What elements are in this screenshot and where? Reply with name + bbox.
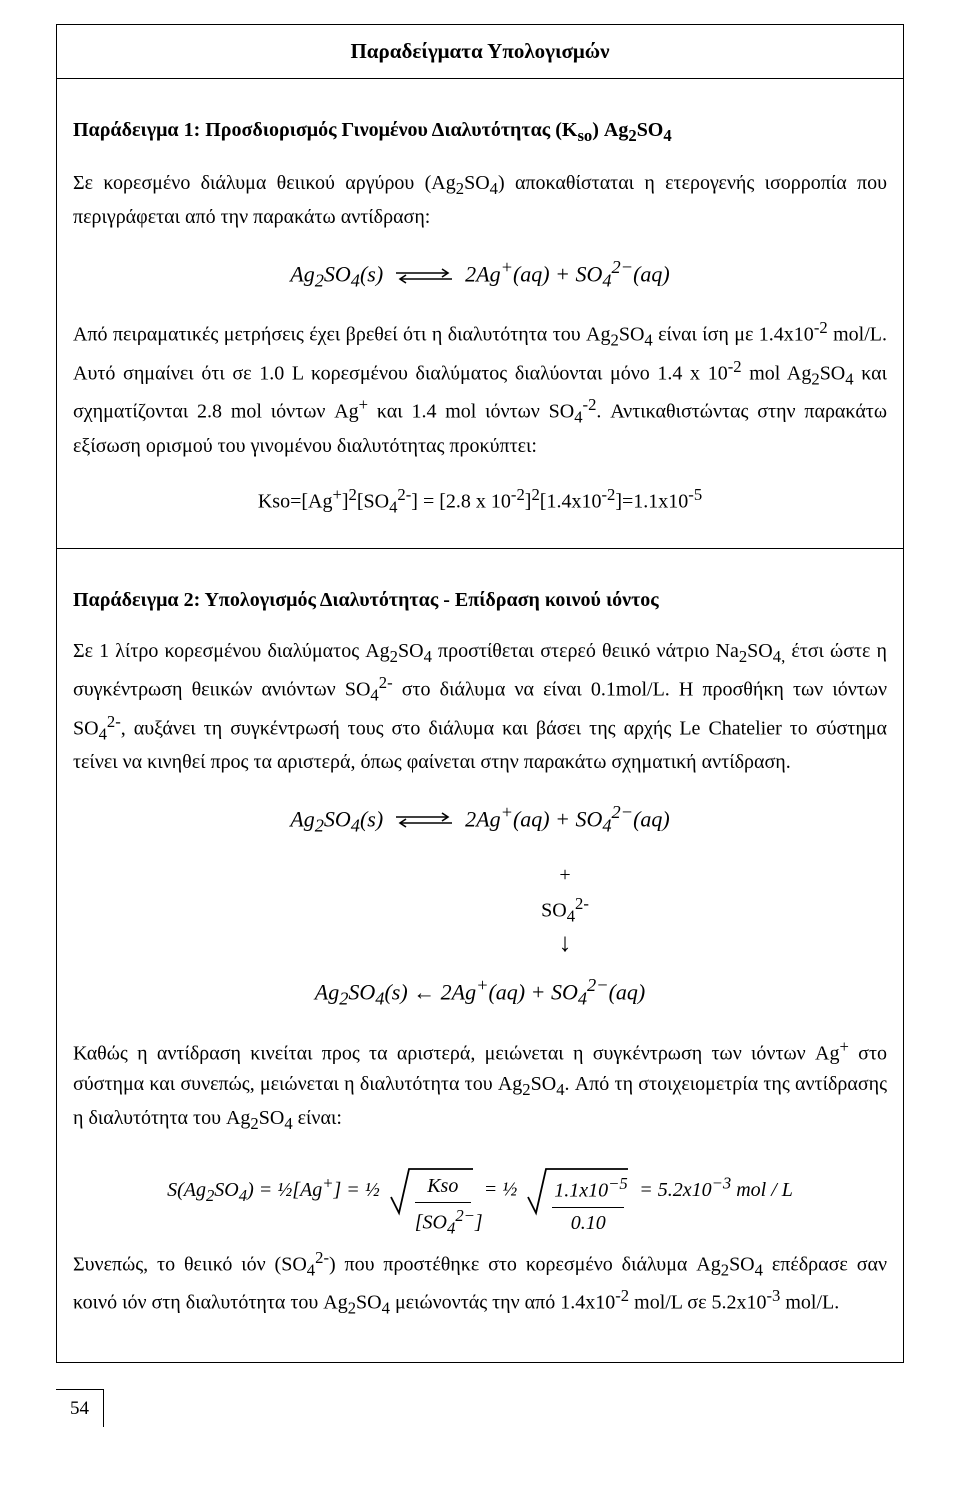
so4-label: SO42- xyxy=(243,891,887,929)
down-arrow-icon: ↓ xyxy=(559,933,572,954)
plus-sign: + xyxy=(243,860,887,891)
sqrt-block-2: 1.1x10−5 0.10 xyxy=(526,1163,630,1219)
outer-box: Παραδείγματα Υπολογισμών Παράδειγμα 1: Π… xyxy=(56,24,904,1363)
example-1-para-2: Από πειραματικές μετρήσεις έχει βρεθεί ό… xyxy=(73,315,887,461)
examples-header: Παραδείγματα Υπολογισμών xyxy=(57,25,903,79)
frac-den-2: 0.10 xyxy=(552,1208,624,1239)
example-2-title: Παράδειγμα 2: Υπολογισμός Διαλυτότητας -… xyxy=(73,585,887,616)
example-2-reaction-2: Ag2SO4(s) ← 2Ag+(aq) + SO42−(aq) xyxy=(73,971,887,1013)
s-eq-left: S(Ag2SO4) = ½[Ag+] = ½ xyxy=(167,1179,385,1201)
frac-num-1: Kso xyxy=(415,1171,471,1203)
example-2-solubility-eq: S(Ag2SO4) = ½[Ag+] = ½ Kso [SO42−] = ½ xyxy=(73,1163,887,1219)
s-eq-mid: = ½ xyxy=(484,1179,518,1201)
example-1-cell: Παράδειγμα 1: Προσδιορισμός Γινομένου Δι… xyxy=(57,79,903,550)
equilibrium-arrows-icon xyxy=(394,267,454,285)
example-2-para-2: Καθώς η αντίδραση κινείται προς τα αριστ… xyxy=(73,1034,887,1137)
example-2-added-ion: + SO42- ↓ xyxy=(73,860,887,963)
example-2-para-1: Σε 1 λίτρο κορεσμένου διαλύματος Ag2SO4 … xyxy=(73,636,887,778)
equilibrium-arrows-icon xyxy=(394,811,454,829)
example-2-para-3: Συνεπώς, το θειικό ιόν (SO42-) που προστ… xyxy=(73,1245,887,1322)
page-root: Παραδείγματα Υπολογισμών Παράδειγμα 1: Π… xyxy=(0,0,960,1451)
frac-den-1: [SO42−] xyxy=(415,1203,471,1241)
example-1-kso-eq: Kso=[Ag+]2[SO42-] = [2.8 x 10-2]2[1.4x10… xyxy=(73,482,887,520)
example-1-title: Παράδειγμα 1: Προσδιορισμός Γινομένου Δι… xyxy=(73,115,887,149)
example-2-reaction-1: Ag2SO4(s) 2Ag+(aq) + SO42−(aq) xyxy=(73,798,887,840)
example-1-reaction: Ag2SO4(s) 2Ag+(aq) + SO42−(aq) xyxy=(73,253,887,295)
example-2-cell: Παράδειγμα 2: Υπολογισμός Διαλυτότητας -… xyxy=(57,549,903,1362)
example-1-para-1: Σε κορεσμένο διάλυμα θειικού αργύρου (Ag… xyxy=(73,168,887,233)
s-eq-rhs: = 5.2x10−3 mol / L xyxy=(639,1179,793,1201)
page-number: 54 xyxy=(56,1389,104,1427)
frac-num-2: 1.1x10−5 xyxy=(552,1171,624,1208)
sqrt-block-1: Kso [SO42−] xyxy=(389,1163,475,1219)
